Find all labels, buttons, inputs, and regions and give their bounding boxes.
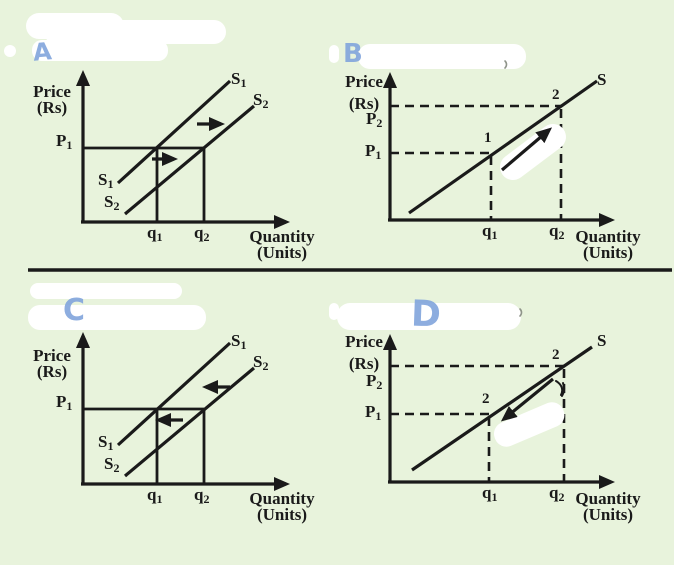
- d-movement-arrow: [500, 377, 555, 422]
- c-whiteout-marks: [28, 283, 339, 330]
- b-p2-label: P2: [366, 109, 383, 130]
- b-quantity-axis-label: Quantity (Units): [575, 227, 641, 262]
- b-price-axis-label: Price (Rs): [345, 72, 383, 113]
- a-handwritten-letter: A: [31, 37, 53, 67]
- b-q1-label: q1: [482, 221, 498, 242]
- c-p1-label: P1: [56, 392, 73, 413]
- a-supply-curve-s2: [123, 104, 256, 216]
- c-handwritten-letter: C: [63, 293, 86, 328]
- b-s-label: S: [597, 70, 607, 89]
- a-s2-label-bottom: S2: [104, 192, 120, 213]
- a-q1-label: q1: [147, 223, 163, 244]
- c-q1-label: q1: [147, 485, 163, 506]
- d-point-low-label: 2: [482, 391, 490, 407]
- b-supply-curve-s: [408, 79, 598, 215]
- c-supply-curve-s2: [123, 366, 256, 478]
- b-p1-label: P1: [365, 141, 382, 162]
- b-movement-arrow: [500, 127, 553, 172]
- a-q2-label: q2: [194, 223, 210, 244]
- c-supply-curve-s1: [116, 341, 232, 447]
- d-q1-label: q1: [482, 483, 498, 504]
- d-whiteout-marks: [337, 303, 565, 447]
- d-point-high-label: 2: [552, 347, 560, 363]
- c-q2-label: q2: [194, 485, 210, 506]
- d-p2-label: P2: [366, 371, 383, 392]
- a-supply-curve-s1: [116, 79, 232, 185]
- c-s2-label-bottom: S2: [104, 454, 120, 475]
- a-s1-label-bottom: S1: [98, 170, 114, 191]
- d-stray-pen-mark: [519, 308, 523, 317]
- c-s1-label-bottom: S1: [98, 432, 114, 453]
- d-price-axis-label: Price (Rs): [345, 332, 383, 373]
- d-stray-pen-mark: [555, 380, 564, 396]
- c-s2-label-top: S2: [253, 352, 269, 373]
- panel-a-linework: [4, 13, 339, 230]
- d-handwritten-letter: D: [410, 293, 442, 336]
- a-p1-label: P1: [56, 131, 73, 152]
- panel-c-linework: [28, 283, 339, 492]
- c-price-axis-label: Price (Rs): [33, 346, 71, 381]
- c-s1-label-top: S1: [231, 331, 247, 352]
- a-whiteout-marks: [4, 13, 339, 63]
- a-s1-label-top: S1: [231, 69, 247, 90]
- d-quantity-axis-label: Quantity (Units): [575, 489, 641, 524]
- a-quantity-axis-label: Quantity (Units): [249, 227, 315, 262]
- a-s2-label-top: S2: [253, 90, 269, 111]
- panel-d-linework: [337, 303, 615, 490]
- b-q2-label: q2: [549, 221, 565, 242]
- c-quantity-axis-label: Quantity (Units): [249, 489, 315, 524]
- a-price-axis-label: Price (Rs): [33, 82, 71, 117]
- b-stray-pen-mark: [504, 60, 508, 69]
- panel-b-linework: [358, 44, 615, 228]
- d-s-label: S: [597, 331, 607, 350]
- d-stray-pen-mark: [561, 382, 566, 397]
- b-point-2-label: 2: [552, 87, 560, 103]
- b-handwritten-letter: B: [343, 39, 363, 69]
- d-p1-label: P1: [365, 402, 382, 423]
- b-point-1-label: 1: [484, 130, 492, 146]
- d-q2-label: q2: [549, 483, 565, 504]
